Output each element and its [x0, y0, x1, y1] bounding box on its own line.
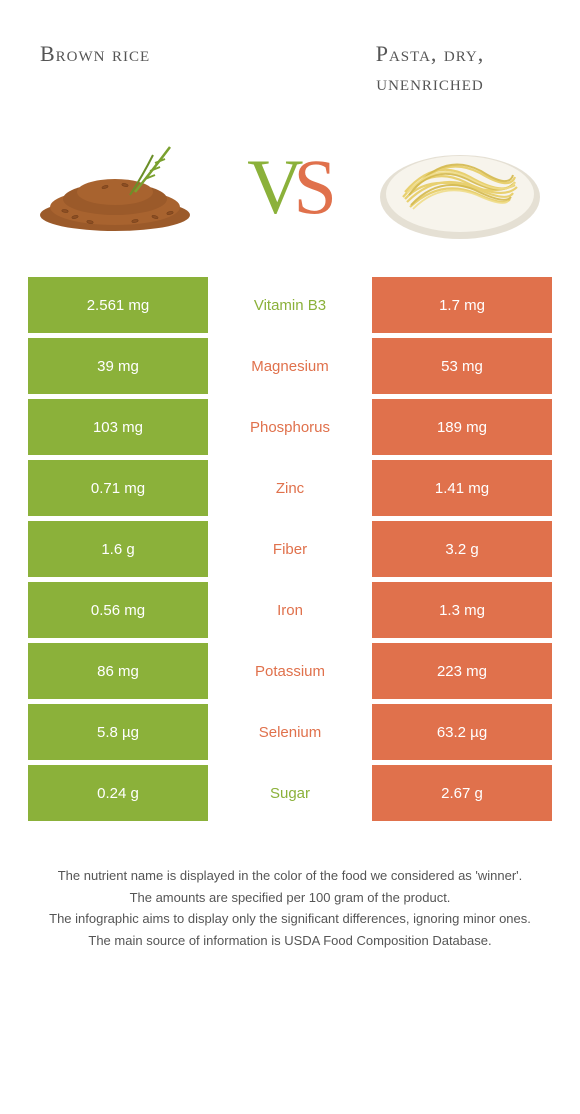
hero-row: V S [10, 117, 570, 277]
nutrient-label: Magnesium [208, 338, 372, 394]
footnote-line: The infographic aims to display only the… [30, 909, 550, 929]
nutrient-label: Fiber [208, 521, 372, 577]
table-row: 86 mg Potassium 223 mg [28, 643, 552, 699]
table-row: 39 mg Magnesium 53 mg [28, 338, 552, 394]
right-value: 223 mg [372, 643, 552, 699]
right-value: 3.2 g [372, 521, 552, 577]
left-value: 0.56 mg [28, 582, 208, 638]
right-value: 1.7 mg [372, 277, 552, 333]
left-food-title: Brown rice [40, 40, 150, 69]
nutrient-table: 2.561 mg Vitamin B3 1.7 mg 39 mg Magnesi… [10, 277, 570, 821]
pasta-icon [375, 127, 545, 247]
table-row: 2.561 mg Vitamin B3 1.7 mg [28, 277, 552, 333]
nutrient-label: Vitamin B3 [208, 277, 372, 333]
nutrient-label: Potassium [208, 643, 372, 699]
nutrient-label: Sugar [208, 765, 372, 821]
right-value: 1.3 mg [372, 582, 552, 638]
right-value: 189 mg [372, 399, 552, 455]
right-food-image [375, 127, 545, 247]
vs-label: V S [247, 142, 333, 232]
nutrient-label: Iron [208, 582, 372, 638]
left-value: 2.561 mg [28, 277, 208, 333]
left-value: 86 mg [28, 643, 208, 699]
nutrient-label: Selenium [208, 704, 372, 760]
brown-rice-icon [35, 137, 205, 237]
vs-v-letter: V [247, 142, 299, 232]
table-row: 103 mg Phosphorus 189 mg [28, 399, 552, 455]
right-value: 63.2 µg [372, 704, 552, 760]
right-value: 53 mg [372, 338, 552, 394]
table-row: 0.56 mg Iron 1.3 mg [28, 582, 552, 638]
left-value: 1.6 g [28, 521, 208, 577]
titles-row: Brown rice Pasta, dry, unenriched [10, 10, 570, 117]
left-value: 0.71 mg [28, 460, 208, 516]
table-row: 0.24 g Sugar 2.67 g [28, 765, 552, 821]
left-value: 5.8 µg [28, 704, 208, 760]
nutrient-label: Phosphorus [208, 399, 372, 455]
right-value: 2.67 g [372, 765, 552, 821]
right-value: 1.41 mg [372, 460, 552, 516]
footnote-line: The nutrient name is displayed in the co… [30, 866, 550, 886]
vs-s-letter: S [293, 142, 332, 232]
left-value: 0.24 g [28, 765, 208, 821]
left-value: 103 mg [28, 399, 208, 455]
table-row: 0.71 mg Zinc 1.41 mg [28, 460, 552, 516]
table-row: 1.6 g Fiber 3.2 g [28, 521, 552, 577]
nutrient-label: Zinc [208, 460, 372, 516]
table-row: 5.8 µg Selenium 63.2 µg [28, 704, 552, 760]
right-food-title: Pasta, dry, unenriched [320, 40, 540, 97]
left-value: 39 mg [28, 338, 208, 394]
footnotes: The nutrient name is displayed in the co… [10, 826, 570, 972]
left-food-image [35, 127, 205, 247]
footnote-line: The amounts are specified per 100 gram o… [30, 888, 550, 908]
footnote-line: The main source of information is USDA F… [30, 931, 550, 951]
